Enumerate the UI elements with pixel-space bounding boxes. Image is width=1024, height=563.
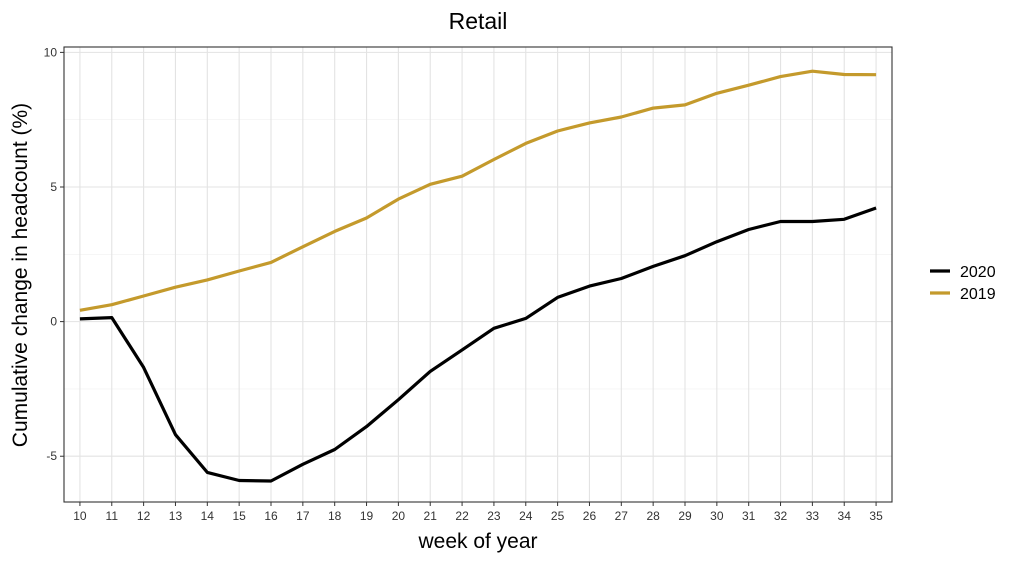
legend-label-2020: 2020 — [960, 264, 996, 281]
data-point-2020 — [333, 448, 336, 451]
series-line-2020 — [79, 206, 877, 483]
x-tick-label: 26 — [583, 509, 597, 523]
data-point-2019 — [588, 121, 591, 124]
data-point-2019 — [747, 84, 750, 87]
data-point-2020 — [238, 479, 241, 482]
data-point-2020 — [779, 220, 782, 223]
y-tick-label: 0 — [50, 315, 57, 329]
data-point-2019 — [779, 75, 782, 78]
x-tick-label: 29 — [678, 509, 692, 523]
data-point-2019 — [556, 130, 559, 133]
data-point-2020 — [684, 254, 687, 257]
data-point-2020 — [397, 398, 400, 401]
y-axis-title: Cumulative change in headcount (%) — [9, 103, 32, 447]
data-point-2020 — [365, 425, 368, 428]
x-tick-label: 16 — [264, 509, 278, 523]
data-point-2019 — [397, 198, 400, 201]
data-point-2019 — [492, 158, 495, 161]
y-tick-label: 5 — [50, 180, 57, 194]
data-point-2019 — [524, 142, 527, 145]
data-point-2020 — [301, 463, 304, 466]
data-point-2020 — [461, 348, 464, 351]
data-point-2019 — [811, 70, 814, 73]
x-tick-label: 19 — [360, 509, 374, 523]
data-point-2019 — [206, 278, 209, 281]
data-point-2019 — [238, 270, 241, 273]
x-tick-label: 17 — [296, 509, 310, 523]
y-tick-label: -5 — [46, 449, 57, 463]
x-tick-label: 11 — [106, 509, 119, 523]
x-axis-title: week of year — [417, 530, 537, 553]
data-point-2019 — [843, 73, 846, 76]
data-point-2020 — [811, 220, 814, 223]
x-tick-label: 35 — [869, 509, 883, 523]
data-point-2020 — [270, 480, 273, 483]
data-point-2019 — [875, 73, 878, 76]
x-tick-label: 33 — [806, 509, 820, 523]
x-tick-label: 12 — [137, 509, 151, 523]
x-tick-label: 31 — [742, 509, 756, 523]
x-tick-label: 10 — [73, 509, 87, 523]
data-point-2019 — [461, 175, 464, 178]
x-tick-label: 22 — [455, 509, 469, 523]
x-tick-label: 13 — [169, 509, 183, 523]
data-point-2019 — [301, 245, 304, 248]
x-tick-label: 34 — [838, 509, 852, 523]
x-tick-label: 30 — [710, 509, 724, 523]
data-point-2020 — [174, 433, 177, 436]
data-point-2019 — [110, 303, 113, 306]
legend-label-2019: 2019 — [960, 286, 996, 303]
x-tick-label: 23 — [487, 509, 501, 523]
x-tick-label: 18 — [328, 509, 342, 523]
data-point-2020 — [715, 240, 718, 243]
y-tick-label: 10 — [44, 45, 58, 59]
plot-area: -5 0 5 10 10 11 12 13 14 15 16 17 18 19 20 21 22 23 24 25 26… — [44, 45, 893, 523]
data-point-2020 — [620, 277, 623, 280]
data-point-2020 — [78, 317, 81, 320]
x-tick-label: 14 — [201, 509, 215, 523]
data-point-2019 — [684, 103, 687, 106]
data-point-2019 — [78, 309, 81, 312]
data-point-2020 — [206, 471, 209, 474]
data-point-2020 — [524, 317, 527, 320]
data-point-2020 — [110, 316, 113, 319]
x-tick-label: 32 — [774, 509, 788, 523]
data-point-2020 — [652, 265, 655, 268]
data-point-2020 — [843, 218, 846, 221]
x-tick-label: 25 — [551, 509, 565, 523]
data-point-2020 — [429, 370, 432, 373]
data-point-2019 — [333, 230, 336, 233]
data-point-2019 — [620, 116, 623, 119]
x-tick-label: 15 — [232, 509, 246, 523]
x-tick-label: 27 — [615, 509, 629, 523]
series-line-2019 — [79, 69, 877, 312]
data-point-2019 — [652, 107, 655, 110]
data-point-2019 — [174, 286, 177, 289]
data-point-2019 — [270, 261, 273, 264]
x-tick-label: 24 — [519, 509, 533, 523]
data-point-2019 — [142, 295, 145, 298]
plot-background — [64, 47, 892, 502]
legend: 2020 2019 — [930, 264, 996, 303]
x-tick-label: 28 — [646, 509, 660, 523]
plot-border — [63, 46, 893, 503]
data-point-2020 — [492, 327, 495, 330]
data-point-2019 — [365, 216, 368, 219]
data-point-2020 — [588, 285, 591, 288]
data-point-2019 — [429, 183, 432, 186]
data-point-2019 — [715, 92, 718, 95]
x-tick-label: 21 — [424, 509, 438, 523]
x-tick-label: 20 — [392, 509, 406, 523]
data-point-2020 — [747, 228, 750, 231]
data-point-2020 — [142, 366, 145, 369]
data-point-2020 — [875, 207, 878, 210]
chart-title: Retail — [449, 8, 508, 34]
data-point-2020 — [556, 296, 559, 299]
